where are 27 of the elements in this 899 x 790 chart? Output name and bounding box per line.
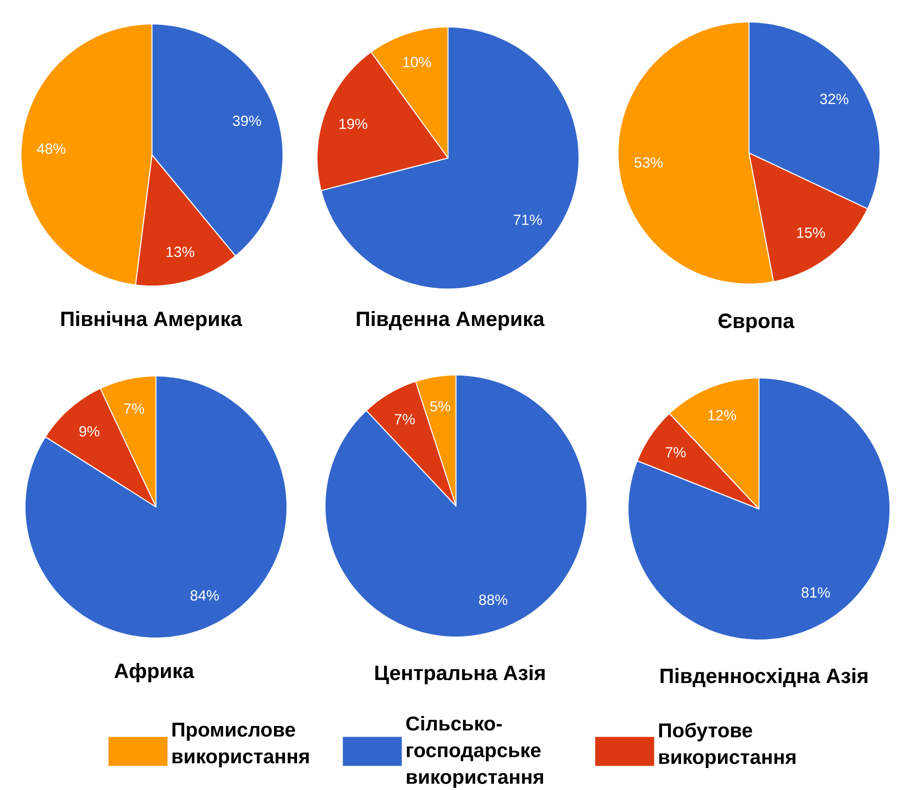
data-label: 48% [36,143,66,154]
legend-label: Промислове використання [172,722,309,768]
data-label: 15% [797,228,825,238]
data-label: 71% [514,214,542,225]
data-label: 13% [166,246,194,258]
data-label: 9% [79,426,100,437]
text: Південна Америка [356,311,545,330]
data-label: 39% [232,116,262,126]
text: Європа [718,314,794,332]
text: Північна Америка [61,311,242,330]
data-label: 7% [394,414,415,424]
data-label: 84% [190,590,219,601]
data-label: 10% [403,56,431,68]
data-label: 53% [634,157,663,168]
legend-label: Сільсько-господарське використання [406,716,544,788]
data-label: 19% [340,118,368,130]
legend-label: Побутове використання [659,722,796,768]
data-label: 81% [802,587,830,598]
data-label: 7% [124,403,144,414]
data-label: 32% [820,94,848,104]
text: Африка [114,663,194,682]
text: Південносхідна Азія [660,668,868,688]
data-label: 12% [708,410,736,420]
text: Центральна Азія [375,665,545,684]
data-label: 88% [479,594,508,605]
data-label: 5% [430,401,450,412]
data-label: 7% [666,447,686,458]
